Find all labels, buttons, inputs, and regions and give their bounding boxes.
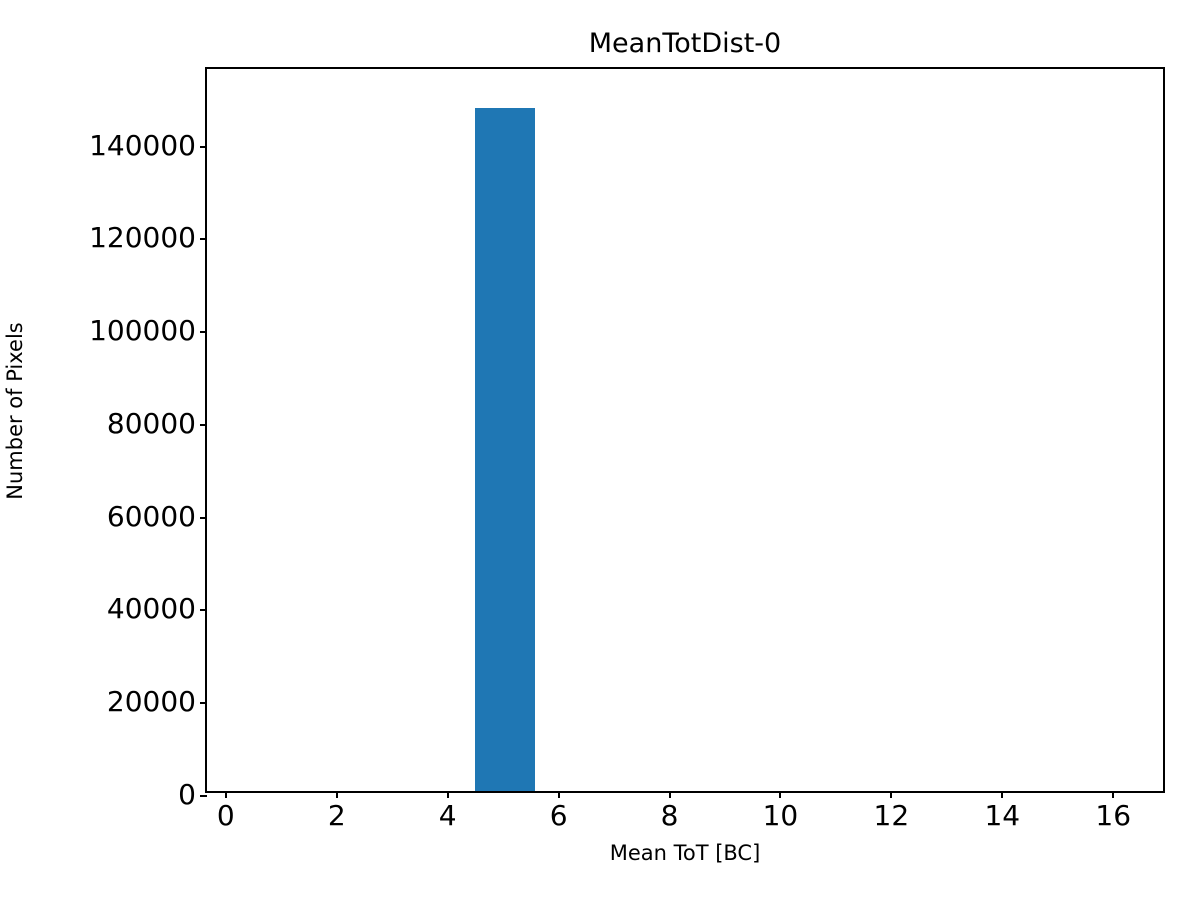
y-tick-mark bbox=[200, 702, 207, 705]
x-tick-label: 4 bbox=[438, 799, 457, 832]
x-tick-mark bbox=[1112, 791, 1115, 798]
x-tick-label: 16 bbox=[1095, 799, 1132, 832]
y-tick-label: 20000 bbox=[106, 685, 196, 719]
y-tick-mark bbox=[200, 423, 207, 426]
x-axis-label: Mean ToT [BC] bbox=[609, 841, 761, 865]
y-tick-label: 80000 bbox=[106, 406, 196, 440]
x-tick-mark bbox=[446, 791, 449, 798]
y-tick-mark bbox=[200, 331, 207, 334]
y-tick-label: 140000 bbox=[89, 128, 196, 162]
x-tick-mark bbox=[668, 791, 671, 798]
y-tick-label: 60000 bbox=[106, 499, 196, 533]
y-tick-label: 100000 bbox=[89, 314, 196, 348]
y-tick-mark bbox=[200, 516, 207, 519]
y-tick-mark bbox=[200, 795, 207, 797]
plot-axes: 0 20000 40000 60000 80000 100000 120000 140000 … bbox=[89, 67, 1165, 830]
x-tick-mark bbox=[1001, 791, 1004, 798]
x-tick-label: 12 bbox=[873, 799, 910, 832]
y-tick-label: 120000 bbox=[89, 221, 196, 255]
x-tick-label: 8 bbox=[660, 799, 679, 832]
plot-canvas bbox=[207, 69, 1163, 791]
x-tick-label: 0 bbox=[216, 799, 235, 832]
histogram-bar bbox=[475, 108, 535, 791]
x-tick-label: 14 bbox=[984, 799, 1021, 832]
y-tick-label: 40000 bbox=[106, 592, 196, 626]
chart-title: MeanTotDist-0 bbox=[588, 28, 782, 59]
y-tick-mark bbox=[200, 145, 207, 148]
x-tick-label: 6 bbox=[549, 799, 568, 832]
x-tick-mark bbox=[335, 791, 338, 798]
x-tick-mark bbox=[557, 791, 560, 798]
x-tick-mark bbox=[890, 791, 893, 798]
x-tick-mark bbox=[779, 791, 782, 798]
y-axis-label: Number of Pixels bbox=[3, 322, 27, 500]
x-tick-label: 10 bbox=[762, 799, 799, 832]
y-tick-mark bbox=[200, 609, 207, 612]
x-tick-mark bbox=[224, 791, 227, 798]
y-tick-mark bbox=[200, 238, 207, 241]
y-tick-label: 0 bbox=[178, 778, 196, 811]
x-tick-label: 2 bbox=[327, 799, 346, 832]
